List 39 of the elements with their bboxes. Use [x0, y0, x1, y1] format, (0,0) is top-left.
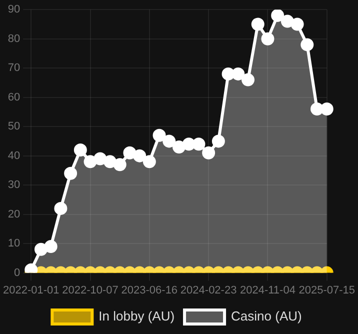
y-tick-label: 10: [8, 238, 20, 250]
y-tick-label: 20: [8, 208, 20, 220]
legend-label: Casino (AU): [231, 308, 302, 324]
point: [320, 102, 334, 116]
point: [133, 149, 146, 162]
point: [212, 134, 225, 148]
y-tick-label: 70: [8, 62, 20, 74]
y-tick-label: 40: [8, 150, 20, 162]
x-tick-label: 2022-10-07: [62, 284, 118, 296]
point: [310, 102, 324, 116]
point: [232, 67, 245, 80]
y-tick-label: 30: [8, 179, 20, 192]
point: [64, 166, 78, 180]
point: [172, 140, 186, 154]
point: [222, 67, 235, 80]
point: [94, 152, 107, 166]
y-tick-label: 90: [8, 4, 20, 16]
point: [103, 155, 116, 168]
x-tick-label: 2025-07-15: [298, 284, 356, 296]
x-tick-label: 2023-06-16: [121, 284, 178, 296]
point: [113, 158, 126, 172]
x-tick-label: 2024-02-23: [180, 284, 237, 296]
point: [162, 134, 176, 148]
point: [182, 138, 196, 151]
y-tick-label: 0: [14, 266, 20, 279]
x-tick-label: 2022-01-01: [2, 284, 60, 296]
point: [202, 146, 216, 160]
point: [123, 146, 136, 160]
point: [192, 138, 206, 151]
point: [84, 155, 97, 168]
y-tick-label: 50: [8, 120, 20, 133]
y-tick-label: 60: [8, 91, 20, 104]
x-tick-label: 2024-11-04: [240, 284, 296, 296]
legend-label: In lobby (AU): [98, 308, 175, 324]
point: [242, 73, 255, 86]
y-tick-label: 80: [8, 32, 20, 45]
point: [142, 155, 156, 168]
point: [74, 143, 87, 156]
point: [152, 128, 166, 142]
